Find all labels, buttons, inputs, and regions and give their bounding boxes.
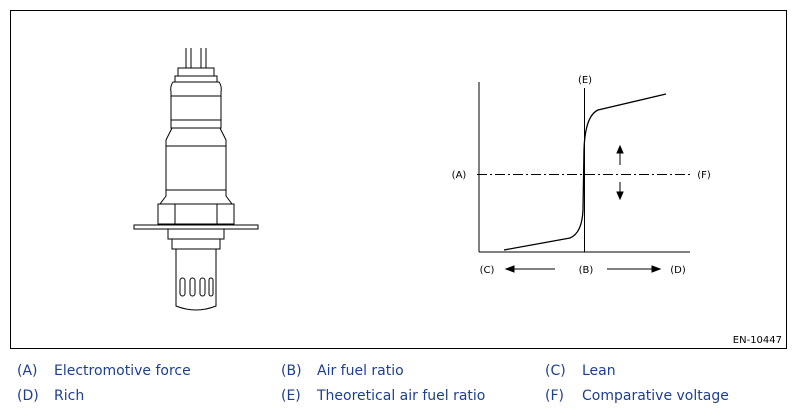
legend-key: (A) bbox=[17, 363, 38, 379]
legend-text: Air fuel ratio bbox=[317, 363, 404, 379]
legend-key: (D) bbox=[17, 388, 39, 404]
legend-text: Rich bbox=[54, 388, 85, 404]
graph-label: (F) bbox=[697, 170, 711, 181]
legend-text: Theoretical air fuel ratio bbox=[317, 388, 486, 404]
graph-label: (A) bbox=[452, 170, 467, 181]
legend-text: Comparative voltage bbox=[582, 388, 729, 404]
frame bbox=[10, 10, 787, 349]
graph-label: (D) bbox=[670, 265, 686, 276]
legend-text: Electromotive force bbox=[54, 363, 191, 379]
legend-key: (B) bbox=[281, 363, 302, 379]
figure: (E) (A) (F) (C) (B) (D) EN-10447 bbox=[10, 10, 787, 349]
graph-label: (B) bbox=[579, 265, 594, 276]
graph-label: (C) bbox=[480, 265, 495, 276]
figure-id: EN-10447 bbox=[733, 335, 782, 346]
legend-text: Lean bbox=[582, 363, 616, 379]
sensor-drawing bbox=[133, 48, 259, 311]
graph-label: (E) bbox=[578, 75, 592, 86]
legend-key: (E) bbox=[281, 388, 301, 404]
legend-key: (F) bbox=[545, 388, 564, 404]
graph-lines bbox=[477, 82, 690, 273]
legend-key: (C) bbox=[545, 363, 566, 379]
